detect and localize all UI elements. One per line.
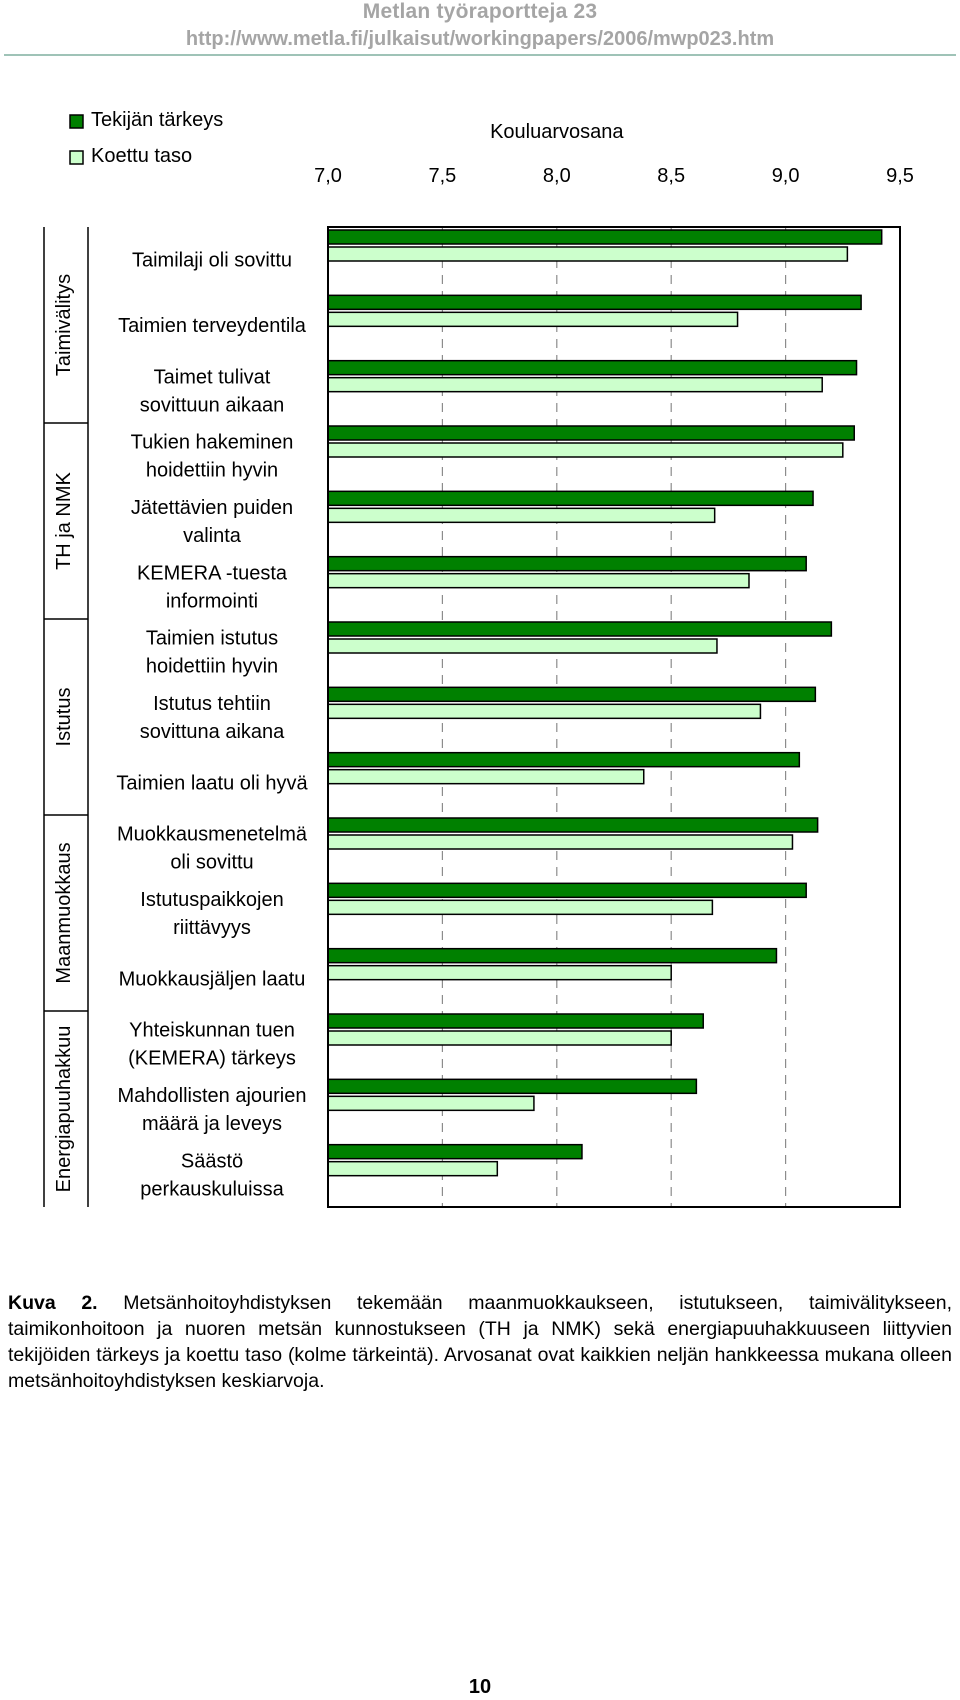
category-label: Jätettävien puiden valinta <box>131 497 293 547</box>
legend-label: Tekijän tärkeys <box>91 109 223 131</box>
bar <box>327 964 672 981</box>
category-label: Istutuspaikkojen riittävyys <box>140 889 283 939</box>
bar <box>327 507 716 524</box>
bar <box>327 621 833 637</box>
bar <box>327 686 817 703</box>
bar <box>327 768 645 785</box>
category-label: KEMERA -tuesta informointi <box>137 562 288 612</box>
report-series-title: Metlan työraportteja 23 <box>362 0 598 23</box>
category-label: Taimien istutus hoidettiin hyvin <box>146 628 278 678</box>
bar <box>327 638 718 654</box>
category-label: Mahdollisten ajourien määrä ja leveys <box>117 1085 306 1135</box>
category-label: Taimien laatu oli hyvä <box>116 772 308 794</box>
bar <box>327 1095 535 1112</box>
page-number: 10 <box>468 1676 492 1698</box>
group-label: TH ja NMK <box>53 471 75 569</box>
bar <box>327 751 801 768</box>
bar <box>327 947 778 964</box>
x-tick-label: 9,5 <box>886 165 914 187</box>
x-axis-title: Kouluarvosana <box>490 121 624 143</box>
category-label: Muokkausjäljen laatu <box>119 968 306 990</box>
bar <box>327 1013 704 1029</box>
category-label: Muokkausmenetelmä oli sovittu <box>117 824 308 874</box>
x-tick-label: 9,0 <box>772 165 800 187</box>
bar <box>327 817 819 833</box>
bar <box>327 246 849 262</box>
category-label: Taimet tulivat sovittuun aikaan <box>140 366 285 416</box>
category-label: Taimien terveydentila <box>118 315 307 337</box>
caption-label: Kuva 2. <box>8 1292 98 1314</box>
category-label: Taimilaji oli sovittu <box>132 250 292 272</box>
legend-swatch <box>69 114 84 129</box>
group-label: Energiapuuhakkuu <box>53 1026 75 1193</box>
bar <box>327 229 883 245</box>
bar <box>327 442 844 458</box>
bar <box>327 1078 698 1095</box>
bar <box>327 1143 583 1160</box>
x-tick-label: 8,5 <box>657 165 685 187</box>
bar <box>327 425 855 441</box>
header-divider <box>4 54 956 56</box>
bar <box>327 1160 499 1177</box>
category-label: Istutus tehtiin sovittuna aikana <box>140 693 285 743</box>
report-url: http://www.metla.fi/julkaisut/workingpap… <box>185 28 775 50</box>
group-label: Taimivälitys <box>53 274 75 376</box>
x-tick-label: 7,0 <box>314 165 342 187</box>
bar <box>327 899 714 916</box>
legend-label: Koettu taso <box>91 145 192 167</box>
category-label: Säästö perkauskuluissa <box>140 1150 284 1200</box>
x-tick-label: 8,0 <box>543 165 571 187</box>
bar <box>327 294 862 311</box>
bar <box>327 376 823 393</box>
bar <box>327 703 762 720</box>
x-tick-label: 7,5 <box>428 165 456 187</box>
bar <box>327 311 739 328</box>
bar <box>327 555 807 572</box>
group-label: Maanmuokkaus <box>53 842 75 983</box>
bar <box>327 490 814 507</box>
plot-frame <box>327 226 901 1208</box>
category-label: Tukien hakeminen hoidettiin hyvin <box>131 432 294 482</box>
group-label: Istutus <box>53 688 75 747</box>
caption-text: Metsänhoitoyhdistyksen tekemään maanmuok… <box>8 1292 952 1392</box>
bar-chart: 7,0 7,5 8,0 8,5 9,0 9,5 Kouluarvosana Tekijän t… <box>43 109 914 1208</box>
bar <box>327 359 858 376</box>
category-label: Yhteiskunnan tuen (KEMERA) tärkeys <box>128 1020 296 1070</box>
bar <box>327 572 750 589</box>
bar <box>327 882 807 899</box>
figure-caption: Kuva 2. Metsänhoitoyhdistyksen tekemään … <box>8 1290 952 1394</box>
bar <box>327 834 794 850</box>
bar <box>327 1030 672 1046</box>
legend-swatch <box>69 150 84 165</box>
